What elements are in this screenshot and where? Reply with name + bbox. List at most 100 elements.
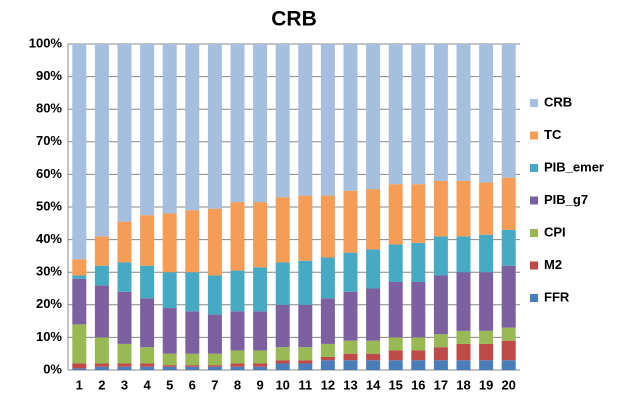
bar-segment (162, 272, 177, 309)
bar-segment (94, 285, 109, 338)
bar-segment (388, 281, 403, 338)
bar-segment (140, 366, 155, 370)
bar-segment (162, 44, 177, 214)
x-tick-label: 11 (298, 377, 312, 392)
bar-segment (501, 265, 516, 328)
bar-segment (456, 272, 471, 331)
bar-segment (140, 44, 155, 216)
y-tick-label: 80% (36, 101, 62, 116)
bar-segment (72, 259, 87, 276)
bar-segment (456, 330, 471, 344)
bar-segment (433, 236, 448, 276)
bar-segment (479, 182, 494, 235)
x-tick-label: 15 (388, 377, 402, 392)
bar-segment (253, 311, 268, 351)
y-tick-label: 50% (36, 198, 62, 213)
x-tick-label: 6 (189, 377, 196, 392)
bar-segment (411, 242, 426, 282)
bar-segment (162, 308, 177, 354)
bar-segment (117, 343, 132, 364)
chart-title: CRB (271, 8, 317, 31)
bar-segment (388, 337, 403, 351)
bar-segment (185, 353, 200, 366)
bar-segment (162, 213, 177, 273)
bar-segment (207, 314, 222, 354)
x-tick-label: 4 (143, 377, 151, 392)
bar-segment (501, 340, 516, 361)
bar-segment (140, 298, 155, 348)
bar-segment (433, 44, 448, 181)
bar-segment (479, 234, 494, 273)
bar-segment (275, 363, 290, 370)
x-tick-label: 13 (343, 377, 357, 392)
bar-segment (298, 360, 313, 364)
bar-segment (185, 366, 200, 370)
bar-segment (456, 180, 471, 237)
bar-segment (140, 347, 155, 364)
legend-label: CRB (544, 94, 572, 109)
bar-segment (72, 275, 87, 279)
bar-segment (456, 236, 471, 273)
bar-segment (343, 252, 358, 292)
bar-segment (94, 44, 109, 237)
bar-segment (388, 350, 403, 361)
bar-segment (275, 197, 290, 263)
bar-segment (72, 368, 87, 370)
legend-swatch (530, 164, 538, 172)
bar-segment (275, 347, 290, 361)
x-tick-label: 8 (234, 377, 241, 392)
bar-segment (479, 330, 494, 344)
x-tick-label: 9 (256, 377, 263, 392)
bar-segment (207, 365, 222, 367)
bar-segment (366, 44, 381, 190)
x-tick-label: 10 (275, 377, 289, 392)
bar-segment (501, 327, 516, 341)
bar-segment (253, 350, 268, 364)
bar-segment (343, 340, 358, 354)
bar-segment (117, 221, 132, 263)
legend-swatch (530, 131, 538, 140)
bar-segment (230, 311, 245, 351)
bar-segment (298, 363, 313, 370)
legend-label: PIB_emer (544, 159, 604, 174)
legend-label: FFR (544, 289, 570, 304)
bar-segment (501, 177, 516, 230)
bar-segment (320, 257, 335, 299)
bar-segment (479, 44, 494, 183)
x-tick-label: 12 (321, 377, 335, 392)
bar-segment (230, 44, 245, 203)
bar-segment (433, 360, 448, 370)
bar-segment (230, 270, 245, 312)
bar-segment (253, 202, 268, 268)
y-tick-label: 40% (36, 231, 62, 246)
bar-segment (433, 275, 448, 335)
bar-segment (411, 337, 426, 351)
bar-segment (320, 44, 335, 196)
y-tick-label: 0% (43, 361, 62, 376)
bar-segment (207, 366, 222, 370)
bar-segment (343, 360, 358, 370)
bar-segment (185, 365, 200, 367)
y-tick-label: 90% (36, 68, 62, 83)
bar-segment (117, 366, 132, 370)
bar-segment (72, 324, 87, 364)
bar-segment (275, 304, 290, 348)
bar-segment (320, 356, 335, 361)
bar-segment (343, 291, 358, 341)
bar-segment (456, 44, 471, 181)
bar-segment (501, 360, 516, 370)
bar-segment (185, 44, 200, 211)
bar-segment (479, 272, 494, 331)
bar-segment (117, 363, 132, 367)
x-tick-label: 14 (366, 377, 381, 392)
bar-segment (411, 184, 426, 243)
bar-segment (411, 350, 426, 361)
bar-segment (456, 360, 471, 370)
bar-segment (94, 363, 109, 367)
bar-segment (275, 262, 290, 305)
bar-segment (140, 215, 155, 266)
bar-segment (275, 44, 290, 198)
bar-segment (343, 190, 358, 253)
bar-segment (185, 272, 200, 312)
